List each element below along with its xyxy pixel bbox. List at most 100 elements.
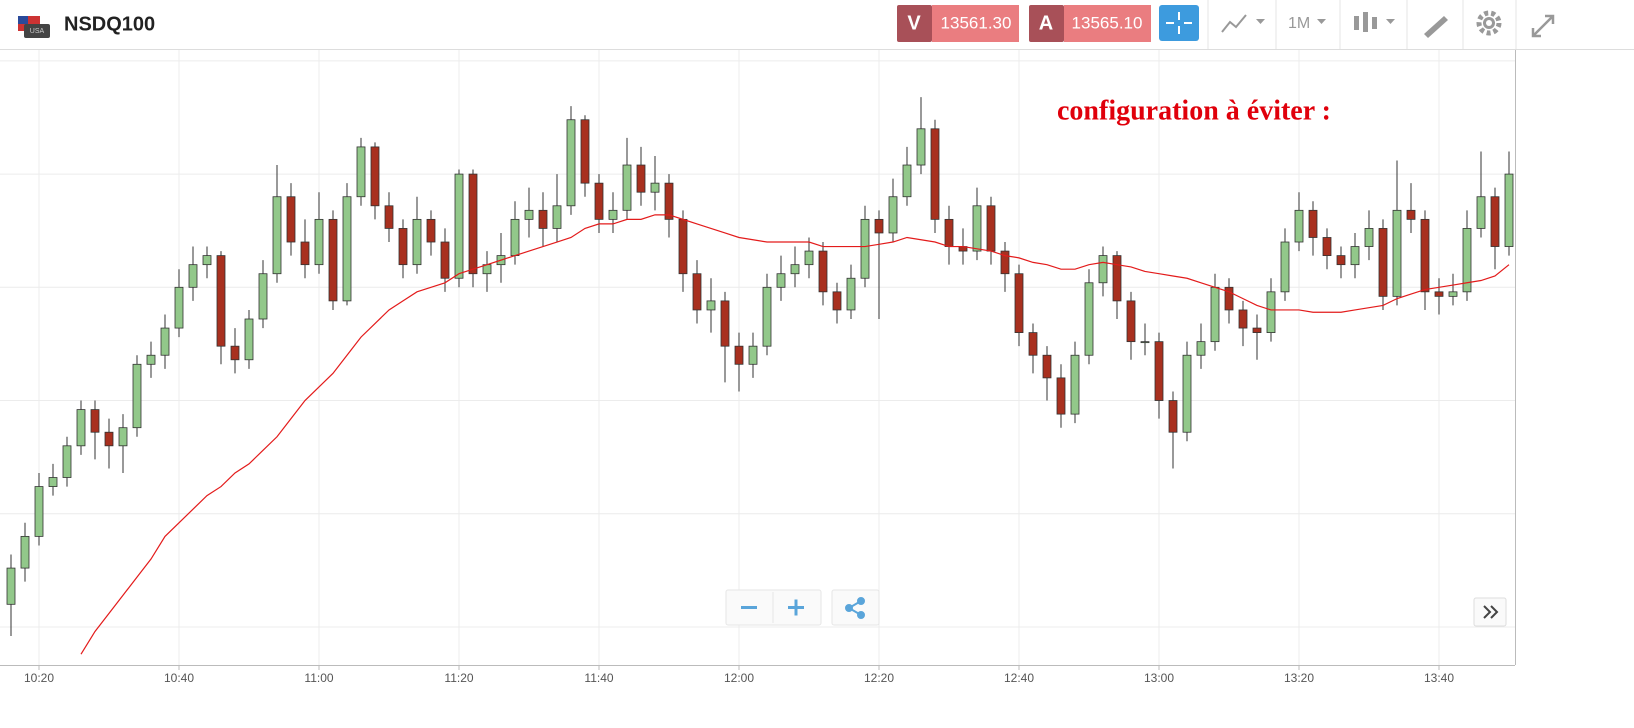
candle-body bbox=[216, 255, 226, 347]
candle-body bbox=[888, 196, 898, 234]
sell-price: 13561.30 bbox=[941, 13, 1012, 32]
draw-button[interactable] bbox=[1424, 16, 1448, 38]
candle-body bbox=[286, 196, 296, 243]
candle-body bbox=[160, 327, 170, 356]
candle-body bbox=[1490, 196, 1500, 247]
candle-body bbox=[860, 218, 870, 279]
x-tick-label: 13:20 bbox=[1284, 671, 1314, 685]
candle-body bbox=[916, 128, 926, 166]
candle-body bbox=[1238, 309, 1248, 329]
candle-body bbox=[1434, 291, 1444, 297]
candle-body bbox=[650, 182, 660, 193]
candle-body bbox=[1392, 209, 1402, 297]
candle-body bbox=[972, 205, 982, 252]
buy-price: 13565.10 bbox=[1072, 13, 1143, 32]
x-tick-label: 13:00 bbox=[1144, 671, 1174, 685]
candle-body bbox=[608, 209, 618, 220]
candle-body bbox=[1154, 341, 1164, 401]
candle-body bbox=[328, 218, 338, 302]
buy-button[interactable] bbox=[1029, 5, 1064, 42]
symbol: NSDQ100 bbox=[64, 13, 155, 35]
candle-body bbox=[356, 146, 366, 198]
candle-body bbox=[706, 300, 716, 311]
flag-icon: USA bbox=[18, 16, 50, 38]
candle-body bbox=[1112, 255, 1122, 302]
candle-body bbox=[370, 146, 380, 207]
sell-price-box[interactable] bbox=[932, 5, 1019, 42]
candle-body bbox=[132, 363, 142, 429]
candle-body bbox=[188, 264, 198, 288]
chart-type-button[interactable] bbox=[1354, 12, 1395, 32]
candle-body bbox=[734, 345, 744, 365]
annotation: configuration à éviter : bbox=[1057, 95, 1331, 126]
candle-body bbox=[594, 182, 604, 220]
candle-body bbox=[1336, 255, 1346, 266]
candle-body bbox=[1252, 327, 1262, 333]
candle-body bbox=[398, 228, 408, 266]
candle-body bbox=[6, 567, 16, 605]
zoom-controls bbox=[725, 589, 880, 626]
candle-body bbox=[48, 477, 58, 487]
candle-body bbox=[986, 205, 996, 252]
candle-body bbox=[692, 273, 702, 311]
candle-body bbox=[314, 218, 324, 266]
candle-body bbox=[1028, 332, 1038, 356]
buy-price-box[interactable] bbox=[1064, 5, 1151, 42]
candle-body bbox=[1210, 286, 1220, 343]
candle-body bbox=[622, 164, 632, 211]
candle-body bbox=[790, 264, 800, 275]
candle-body bbox=[846, 277, 856, 311]
zoom-in[interactable] bbox=[788, 599, 804, 616]
sell-button[interactable] bbox=[897, 5, 932, 42]
share-button[interactable] bbox=[845, 597, 865, 619]
candle-body bbox=[426, 218, 436, 243]
scroll-right-button[interactable] bbox=[1473, 597, 1507, 627]
candle-body bbox=[580, 119, 590, 184]
crosshair-button[interactable] bbox=[1159, 5, 1199, 41]
x-tick-label: 10:40 bbox=[164, 671, 194, 685]
candle-body bbox=[1000, 250, 1010, 275]
x-tick-label: 13:40 bbox=[1424, 671, 1454, 685]
candle-body bbox=[902, 164, 912, 198]
candle-body bbox=[664, 182, 674, 220]
settings-button[interactable] bbox=[1476, 10, 1502, 36]
candle-body bbox=[454, 173, 464, 279]
candle-body bbox=[412, 218, 422, 266]
candle-body bbox=[1224, 286, 1234, 311]
candle-body bbox=[552, 205, 562, 229]
candle-body bbox=[174, 286, 184, 329]
candle-body bbox=[1070, 354, 1080, 415]
timeframe[interactable]: 1M bbox=[1288, 15, 1310, 32]
candle-body bbox=[1140, 341, 1150, 344]
candle-body bbox=[90, 409, 100, 433]
candle-body bbox=[874, 218, 884, 234]
candle-body bbox=[776, 273, 786, 288]
candle-body bbox=[1014, 273, 1024, 333]
candle-body bbox=[1420, 218, 1430, 293]
candle-body bbox=[1462, 228, 1472, 293]
moving-average bbox=[80, 214, 1510, 655]
candle-body bbox=[300, 241, 310, 266]
fullscreen-button[interactable] bbox=[1531, 14, 1555, 38]
candle-body bbox=[118, 427, 128, 447]
sell-label: V bbox=[907, 12, 921, 34]
candle-body bbox=[1448, 291, 1458, 297]
candle-body bbox=[510, 218, 520, 257]
candle-body bbox=[1350, 246, 1360, 266]
x-tick-label: 12:00 bbox=[724, 671, 754, 685]
candle-body bbox=[1322, 237, 1332, 257]
candle-body bbox=[1042, 354, 1052, 379]
candle-body bbox=[76, 409, 86, 447]
x-tick-label: 11:00 bbox=[304, 671, 333, 685]
x-tick-label: 11:40 bbox=[584, 671, 613, 685]
candle-body bbox=[678, 218, 688, 275]
candle-body bbox=[1056, 377, 1066, 415]
x-tick-label: 10:20 bbox=[24, 671, 54, 685]
candle-body bbox=[440, 241, 450, 279]
candle-body bbox=[1476, 196, 1486, 229]
x-tick-label: 12:40 bbox=[1004, 671, 1034, 685]
x-tick-label: 11:20 bbox=[444, 671, 473, 685]
candle-body bbox=[832, 291, 842, 311]
indicator-button[interactable] bbox=[1221, 14, 1265, 33]
